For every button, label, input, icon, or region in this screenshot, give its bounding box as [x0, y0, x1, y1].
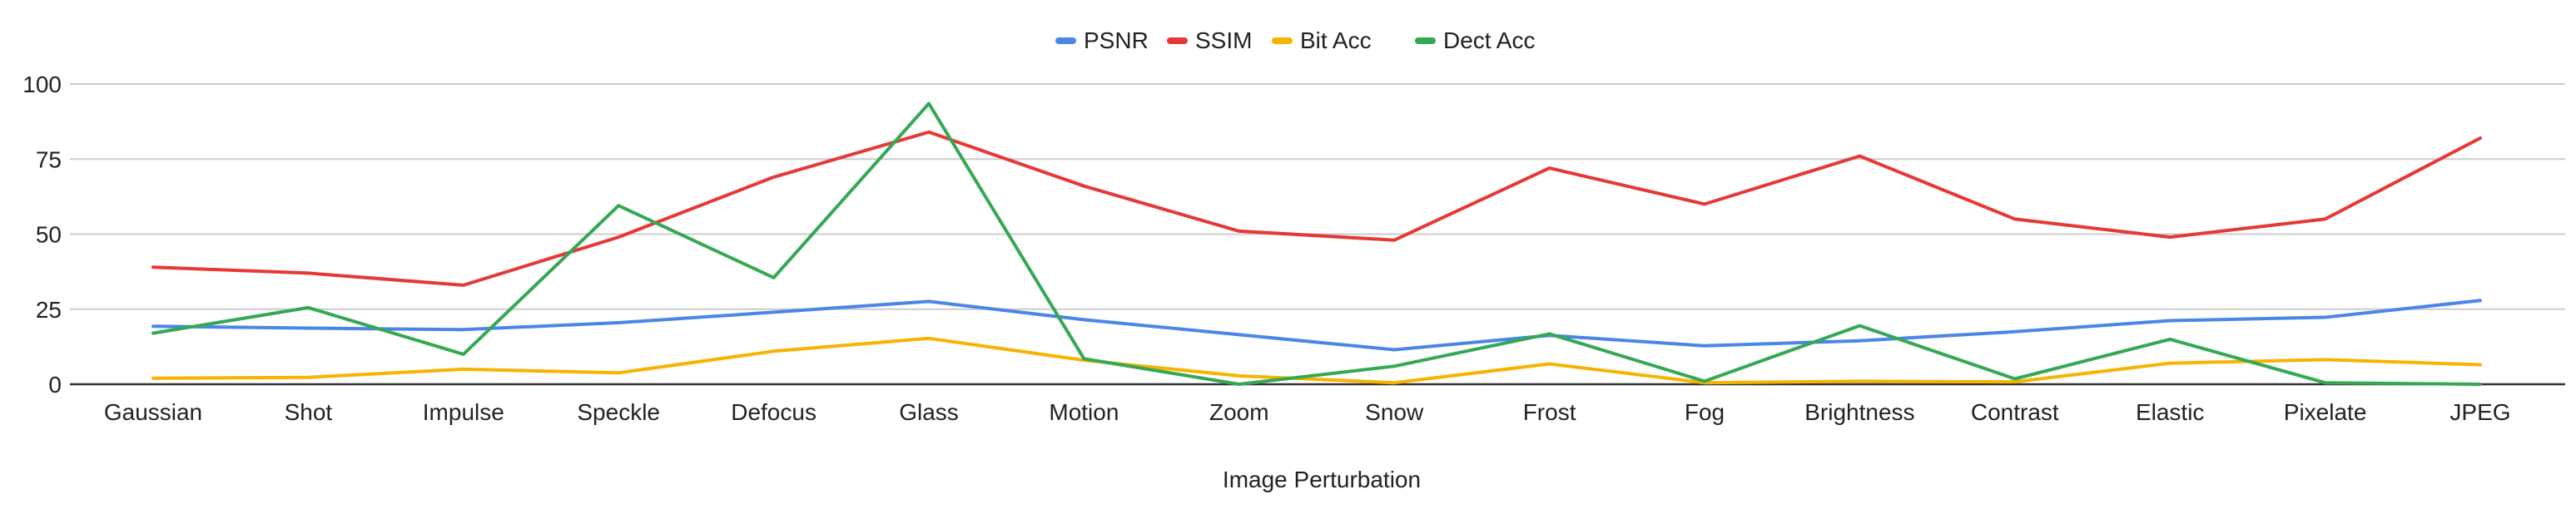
x-tick-label: Snow	[1365, 399, 1424, 425]
legend-item-psnr: PSNR	[1055, 27, 1149, 53]
x-axis-title: Image Perturbation	[1223, 467, 1421, 492]
legend-label: PSNR	[1084, 27, 1149, 53]
x-tick-label: JPEG	[2449, 399, 2510, 425]
legend-swatch	[1272, 37, 1293, 44]
legend-swatch	[1167, 37, 1188, 44]
legend-label: SSIM	[1195, 27, 1252, 53]
legend: PSNR SSIM Bit Acc Dect Acc	[1055, 27, 1535, 53]
legend-item-bit-acc: Bit Acc	[1272, 27, 1372, 53]
legend-label: Bit Acc	[1300, 27, 1372, 53]
x-tick-label: Speckle	[577, 399, 660, 425]
legend-item-ssim: SSIM	[1167, 27, 1252, 53]
series-line-dect-acc	[151, 101, 2482, 386]
x-tick-label: Gaussian	[104, 399, 202, 425]
x-tick-label: Shot	[285, 399, 333, 425]
series-line-bit-acc	[151, 336, 2482, 385]
series-lines	[151, 101, 2482, 386]
y-tick-label: 0	[48, 372, 62, 398]
gridlines	[70, 83, 2565, 310]
y-tick-label: 100	[22, 72, 62, 97]
x-tick-label: Elastic	[2136, 399, 2204, 425]
series-line-psnr	[151, 299, 2482, 352]
legend-swatch	[1415, 37, 1436, 44]
series-line-ssim	[151, 130, 2482, 287]
axes: 0 25 50 75 100 Gaussian Shot Impulse Speckle Defo…	[22, 72, 2565, 425]
y-tick-label: 25	[36, 297, 62, 323]
x-tick-label: Pixelate	[2284, 399, 2367, 425]
x-tick-label: Defocus	[731, 399, 816, 425]
y-tick-label: 50	[36, 222, 62, 248]
y-tick-label: 75	[36, 146, 62, 172]
legend-swatch	[1055, 37, 1076, 44]
x-tick-label: Zoom	[1209, 399, 1269, 425]
x-tick-label: Brightness	[1804, 399, 1914, 425]
x-tick-label: Frost	[1523, 399, 1576, 425]
x-tick-label: Motion	[1049, 399, 1119, 425]
x-tick-label: Impulse	[423, 399, 504, 425]
x-tick-label: Glass	[899, 399, 959, 425]
x-tick-label: Contrast	[1971, 399, 2059, 425]
x-tick-label: Fog	[1685, 399, 1725, 425]
legend-label: Dect Acc	[1443, 27, 1535, 53]
legend-item-dect-acc: Dect Acc	[1415, 27, 1535, 53]
